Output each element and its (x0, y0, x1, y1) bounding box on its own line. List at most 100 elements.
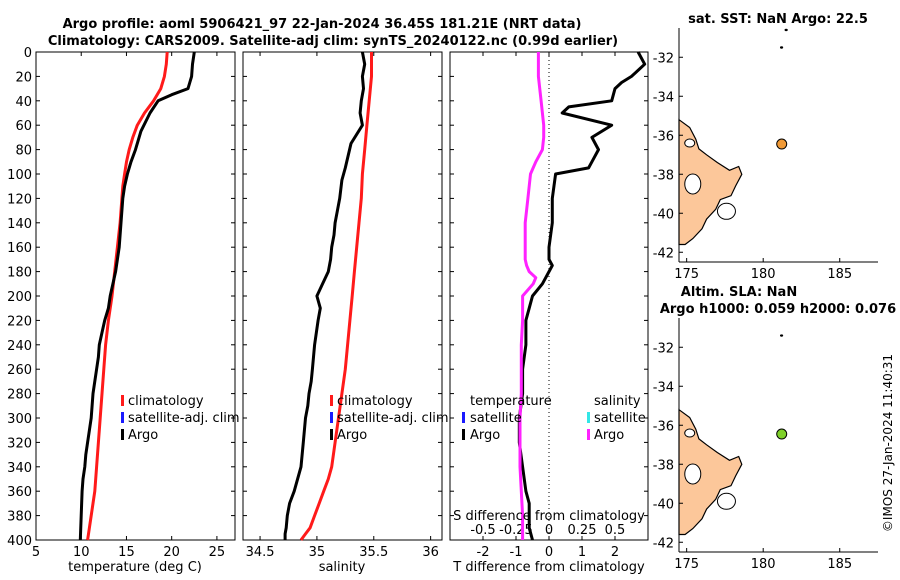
sla-map-panel: 175 180 185 -32 -34 -36 -38 -40 -42 (653, 318, 878, 572)
argo-position-marker (776, 138, 788, 150)
legend-title-salinity: salinity (594, 394, 641, 409)
y-tick-label: -32 (653, 51, 674, 66)
x2-tick-label: 0.25 (568, 523, 597, 538)
x-tick-label: 175 (674, 557, 699, 572)
series-s-argo (518, 52, 546, 540)
y-tick-label: 400 (7, 534, 32, 549)
series-argo (283, 51, 367, 540)
legend-label-t-argo: Argo (470, 428, 500, 443)
y-tick-label: 380 (7, 510, 32, 525)
y-tick-label: 0 (24, 46, 32, 61)
y-tick-label: 300 (7, 412, 32, 427)
x2-tick-label: -0.5 (470, 523, 495, 538)
legend-label-s-argo: Argo (594, 428, 624, 443)
y-tick-label: 360 (7, 485, 32, 500)
y-tick-label: -38 (653, 458, 674, 473)
difference-panel: -2 -1 0 1 2 -0.5 -0.25 0 0.25 0.5 (449, 51, 649, 560)
series-climatology (86, 51, 169, 541)
y-tick-label: 140 (7, 217, 32, 232)
y-tick-label: -34 (653, 380, 674, 395)
salinity-legend: climatology satellite-adj. clim Argo (330, 394, 449, 443)
figure-title-line1: Argo profile: aoml 5906421_97 22-Jan-202… (63, 17, 582, 32)
legend-label-argo: Argo (337, 428, 367, 443)
legend-swatch-argo (121, 429, 124, 440)
temperature-panel: 5 10 15 20 25 0 20 40 60 80 100 120 140 160 180 200 220 2… (7, 46, 236, 560)
harbour (684, 428, 696, 438)
y-tick-label: -40 (653, 497, 674, 512)
x-tick-label: 185 (827, 557, 852, 572)
y-tick-label: 260 (7, 363, 32, 378)
legend-label-satellite: satellite-adj. clim (337, 411, 449, 426)
legend-swatch-climatology (330, 395, 333, 406)
sla-map-title: Altim. SLA: NaN (681, 285, 797, 300)
legend-label-climatology: climatology (337, 394, 413, 409)
argo-position-marker (776, 428, 788, 440)
y-tick-label: 100 (7, 168, 32, 183)
plot-frame (35, 51, 236, 541)
inlet (684, 463, 702, 485)
legend-swatch-climatology (121, 395, 124, 406)
x2-tick-label: 0 (545, 523, 553, 538)
x-tick-label: 2 (611, 545, 619, 560)
legend-swatch-t-satellite (462, 412, 465, 423)
sla-map-subtitle: Argo h1000: 0.059 h2000: 0.076 (660, 302, 896, 317)
x-tick-label: 35.5 (359, 545, 388, 560)
land-mass (678, 408, 743, 536)
difference-legend-temperature: temperature satellite Argo (462, 394, 552, 443)
y-tick-label: -40 (653, 207, 674, 222)
legend-swatch-satellite (121, 412, 124, 423)
y-tick-label: 120 (7, 192, 32, 207)
harbour (684, 138, 696, 148)
x-tick-label: 34.5 (246, 545, 275, 560)
y-tick-label: 80 (15, 144, 32, 159)
x-tick-label: 15 (118, 545, 135, 560)
y-tick-label: -36 (653, 129, 674, 144)
y-tick-label: -42 (653, 536, 674, 551)
difference-legend-salinity: salinity satellite Argo (587, 394, 646, 443)
island (784, 28, 788, 32)
x-tick-label: 1 (578, 545, 586, 560)
y-tick-label: 220 (7, 314, 32, 329)
y-tick-label: 200 (7, 290, 32, 305)
y-tick-label: 320 (7, 436, 32, 451)
island (779, 334, 784, 337)
plot-frame (242, 51, 443, 541)
temperature-xlabel: temperature (deg C) (68, 560, 202, 575)
x-tick-label: 20 (163, 545, 180, 560)
temperature-legend: climatology satellite-adj. clim Argo (121, 394, 240, 443)
y-tick-label: 240 (7, 339, 32, 354)
inlet (684, 173, 702, 195)
x-tick-label: 175 (674, 267, 699, 282)
series-climatology (299, 52, 373, 541)
x-tick-label: -2 (477, 545, 490, 560)
x-tick-label: 0 (545, 545, 553, 560)
legend-label-climatology: climatology (128, 394, 204, 409)
y-tick-label: -36 (653, 419, 674, 434)
legend-title-temperature: temperature (470, 394, 552, 409)
x-tick-label: 185 (827, 267, 852, 282)
x-tick-label: 25 (209, 545, 226, 560)
legend-swatch-satellite (330, 412, 333, 423)
x-tick-label: 35 (309, 545, 326, 560)
y-tick-label: -34 (653, 90, 674, 105)
y-tick-label: -32 (653, 341, 674, 356)
island (779, 46, 784, 49)
y-tick-label: 60 (15, 119, 32, 134)
legend-swatch-s-argo (587, 429, 590, 440)
legend-swatch-t-argo (462, 429, 465, 440)
salinity-xlabel: salinity (319, 560, 366, 575)
series-argo (78, 51, 196, 541)
x-tick-label: 5 (32, 545, 40, 560)
y-tick-label: -38 (653, 168, 674, 183)
salinity-panel: 34.5 35 35.5 36 (242, 51, 443, 560)
legend-label-t-satellite: satellite (470, 411, 522, 426)
y-tick-label: -42 (653, 246, 674, 261)
x-tick-label: -1 (510, 545, 523, 560)
sst-map-title: sat. SST: NaN Argo: 22.5 (688, 12, 868, 27)
bay (716, 202, 736, 220)
legend-label-satellite: satellite-adj. clim (128, 411, 240, 426)
x-tick-label: 36 (422, 545, 439, 560)
difference-xlabel2: S difference from climatology (453, 509, 645, 524)
x-tick-label: 180 (751, 557, 776, 572)
